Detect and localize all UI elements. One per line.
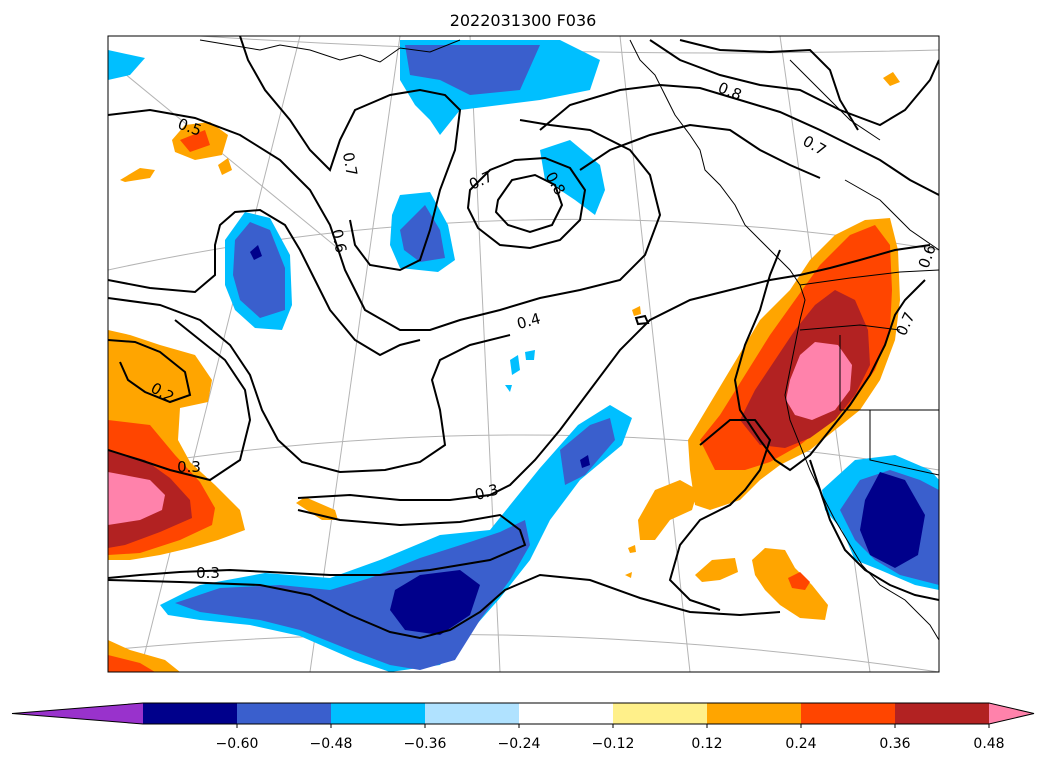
colorbar-extend-low — [12, 703, 143, 724]
contour-line — [108, 319, 252, 482]
positive-fill — [752, 548, 828, 620]
contour-line — [108, 108, 662, 331]
contour-line — [539, 83, 939, 196]
state-border — [799, 324, 939, 476]
contour-line — [679, 39, 859, 131]
map-area: 0.5 0.7 0.6 0.7 0.8 0.4 0.2 0.3 0.3 0.3 … — [108, 36, 939, 672]
colorbar-swatch — [237, 703, 332, 724]
negative-fill — [400, 205, 445, 262]
colorbar-tick-label: −0.48 — [310, 736, 353, 752]
colorbar-tick-label: 0.36 — [879, 736, 910, 752]
contour-lines — [108, 36, 939, 640]
colorbar-tick-label: −0.60 — [216, 736, 259, 752]
contour-label: 0.3 — [473, 480, 501, 504]
positive-fill — [788, 572, 810, 590]
colorbar-tick-label: 0.48 — [973, 736, 1004, 752]
contour-line — [297, 244, 931, 501]
contour-line — [733, 249, 926, 472]
bc-coast — [629, 39, 801, 286]
contour-line — [634, 314, 650, 326]
positive-fill — [180, 130, 210, 152]
contour-label: 0.6 — [328, 227, 351, 254]
positive-fill — [625, 545, 636, 578]
colorbar-tick-label: −0.36 — [404, 736, 447, 752]
contour-line — [466, 156, 587, 250]
negative-fill — [108, 50, 145, 80]
positive-fill — [108, 655, 155, 672]
negative-anomaly-fills — [108, 40, 939, 672]
interior-border — [789, 59, 939, 251]
colorbar-outline — [11, 702, 1035, 725]
negative-fill — [390, 570, 480, 635]
positive-fill — [638, 480, 698, 540]
negative-fill — [505, 350, 535, 392]
contour-line — [579, 123, 821, 179]
colorbar-tick-label: 0.12 — [691, 736, 722, 752]
contour-line — [668, 419, 772, 611]
colorbar-tick-label: 0.24 — [785, 736, 816, 752]
positive-anomaly-fills — [108, 72, 900, 672]
positive-fill — [296, 497, 338, 520]
alaska-coast — [199, 39, 461, 63]
colorbar-extend-high — [989, 703, 1034, 724]
contour-label: 0.7 — [339, 151, 361, 178]
colorbar-swatch — [895, 703, 990, 724]
colorbar-swatch — [519, 703, 614, 724]
negative-fill — [540, 140, 605, 215]
contour-line — [239, 36, 462, 272]
contour-line — [108, 573, 781, 640]
negative-fill — [560, 418, 615, 485]
colorbar-swatch — [331, 703, 426, 724]
contour-line — [494, 173, 564, 234]
positive-fill — [108, 472, 165, 525]
negative-fill — [580, 455, 590, 468]
contour-line — [108, 297, 511, 474]
positive-fill — [120, 158, 232, 182]
longitude-line — [108, 59, 341, 251]
positive-fill — [695, 558, 738, 582]
negative-fill — [250, 245, 262, 260]
colorbar: −0.60 −0.48 −0.36 −0.24 −0.12 0.12 0.24 0.36 0.4… — [11, 702, 1035, 752]
colorbar-swatch — [143, 703, 238, 724]
coastlines — [199, 39, 939, 641]
canada-us-border — [799, 269, 939, 286]
latitude-line — [108, 633, 939, 672]
contour-line — [649, 39, 939, 127]
contour-label: 0.3 — [177, 458, 201, 476]
negative-fill — [233, 222, 285, 318]
colorbar-tick-label: −0.12 — [592, 736, 635, 752]
map-title: 2022031300 F036 — [450, 11, 597, 30]
colorbar-swatch — [425, 703, 520, 724]
colorbar-swatch — [801, 703, 896, 724]
contour-line — [108, 208, 421, 357]
positive-fill — [786, 342, 852, 420]
colorbar-swatch — [707, 703, 802, 724]
contour-label: 0.3 — [196, 564, 220, 582]
negative-fill — [860, 472, 925, 568]
colorbar-swatch — [613, 703, 708, 724]
contour-line — [108, 509, 527, 579]
us-west-coast — [784, 284, 939, 641]
latitude-line — [108, 434, 939, 471]
contour-line — [809, 459, 939, 601]
colorbar-tick-label: −0.24 — [498, 736, 541, 752]
negative-fill — [405, 45, 540, 95]
contour-line — [108, 339, 192, 404]
longitude-line — [139, 36, 301, 672]
longitude-line — [309, 36, 401, 672]
contour-label: 0.4 — [515, 309, 543, 333]
map-frame — [107, 35, 940, 673]
